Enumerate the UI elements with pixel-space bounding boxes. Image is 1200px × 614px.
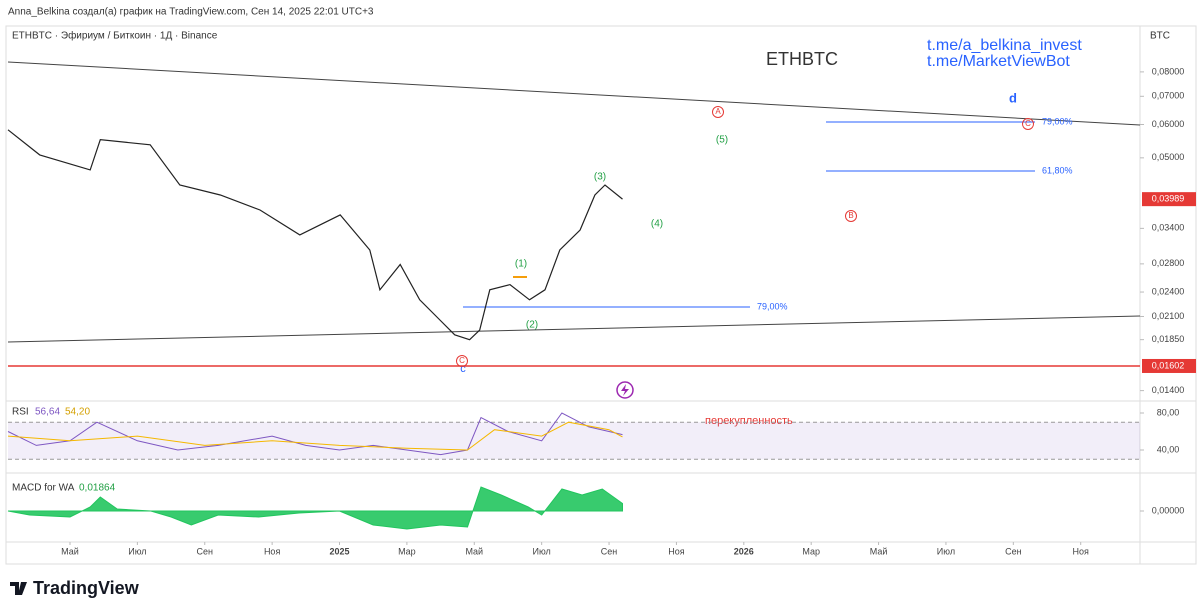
price-tag [1142, 192, 1196, 207]
y-tick-label: 0,02800 [1152, 258, 1185, 268]
x-tick-label: Ноя [264, 546, 281, 556]
y-tick-label: 0,06000 [1152, 119, 1185, 129]
circled-labels: A B C C [456, 106, 1034, 367]
x-tick-label: Май [465, 546, 483, 556]
x-tick-label: Май [61, 546, 79, 556]
y-tick-label: 0,01400 [1152, 385, 1185, 395]
y-tick-label: 0,02400 [1152, 286, 1185, 296]
link[interactable]: t.me/a_belkina_invest [927, 37, 1082, 54]
price-line [7, 129, 623, 341]
author-line: Anna_Belkina создал(а) график на Trading… [8, 6, 374, 18]
wave-label: (5) [716, 135, 728, 146]
x-tick-label: Сен [601, 546, 618, 556]
y-tick-label: 0,08000 [1152, 66, 1185, 76]
wave-label: (1) [515, 259, 527, 270]
price-tag-label: 0,03989 [1152, 194, 1185, 204]
fib-label: 61,80% [1042, 165, 1073, 175]
y-tick-label: 0,01850 [1152, 334, 1185, 344]
y-tick-label: 80,00 [1157, 407, 1180, 417]
wave-label: B [848, 211, 853, 220]
price-tag [1142, 358, 1196, 373]
rsi-ma-value: 54,20 [65, 407, 90, 418]
symbol-line: ETHBTC · Эфириум / Биткоин · 1Д · Binanc… [12, 30, 218, 42]
rsi-band [8, 422, 1140, 460]
circle [845, 210, 857, 222]
x-tick-label: 2025 [329, 546, 349, 556]
y-tick-label: 0,07000 [1152, 91, 1185, 101]
rsi-value: 56,64 [35, 407, 60, 418]
x-tick-label: Сен [1005, 546, 1022, 556]
x-tick-label: Мар [802, 546, 820, 556]
logo-icon [10, 582, 27, 595]
event-icon-bolt [621, 384, 629, 396]
wave-label: C [1025, 119, 1031, 128]
link[interactable]: t.me/MarketViewBot [927, 53, 1070, 70]
wave-label: (4) [651, 219, 663, 230]
y-tick-label: 0,02100 [1152, 311, 1185, 321]
price-tag-label: 0,01602 [1152, 360, 1185, 370]
trendline [7, 315, 1141, 343]
wave-labels: (1) (2) (3) (4) (5) [515, 135, 728, 331]
wave-label: C [459, 356, 465, 365]
x-tick-label: Ноя [668, 546, 685, 556]
logo: TradingView [10, 578, 140, 598]
y-tick-label: 0,05000 [1152, 152, 1185, 162]
x-tick-label: Сен [197, 546, 214, 556]
circle [1022, 118, 1034, 130]
wave-label: c [460, 363, 466, 375]
rsi-line [7, 421, 623, 451]
wave-label: (2) [526, 320, 538, 331]
rsi-legend: RSI 56,64 54,20 [12, 407, 90, 418]
y-tick-label: 0,00000 [1152, 505, 1185, 515]
wave-label: A [715, 107, 721, 116]
event-icon[interactable] [616, 381, 634, 399]
fib-label: 79,00% [1042, 116, 1073, 126]
macd-value: 0,01864 [79, 483, 116, 494]
circle [712, 106, 724, 118]
x-tick-label: Июл [937, 546, 955, 556]
x-tick-label: Июл [533, 546, 551, 556]
x-tick-label: Мар [398, 546, 416, 556]
chart-frame [5, 25, 1197, 565]
logo-text: TradingView [33, 578, 140, 598]
x-tick-label: Ноя [1073, 546, 1090, 556]
x-tick-label: Май [870, 546, 888, 556]
macd-title: MACD for WA [12, 483, 75, 494]
trendline [7, 61, 1141, 126]
x-tick-label: 2026 [734, 546, 754, 556]
chart-title: ETHBTC [766, 49, 838, 69]
wave-label: d [1009, 90, 1017, 105]
wave-label: (3) [594, 172, 606, 183]
rsi-note: перекупленность [705, 415, 793, 427]
y-tick-label: 40,00 [1157, 444, 1180, 454]
x-tick-label: Июл [128, 546, 146, 556]
fib-label: 79,00% [757, 301, 788, 311]
rsi-title: RSI [12, 407, 29, 418]
rsi-line [7, 412, 623, 456]
y-tick-label: 0,03400 [1152, 223, 1185, 233]
currency: BTC [1150, 31, 1170, 42]
macd-area [7, 486, 623, 530]
